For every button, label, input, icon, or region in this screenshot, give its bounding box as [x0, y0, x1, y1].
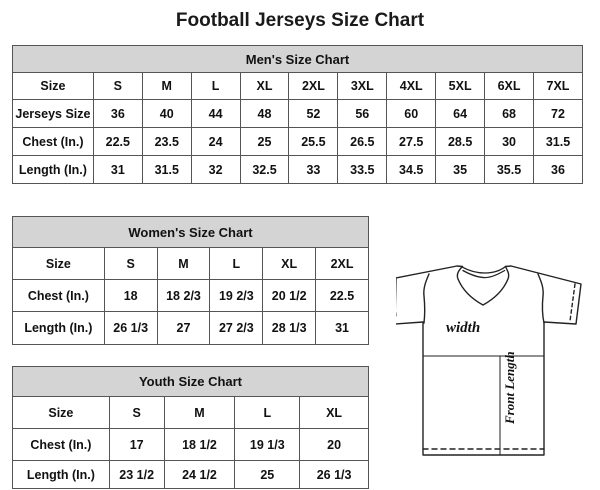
svg-text:width: width — [446, 320, 480, 336]
svg-text:Front Length: Front Length — [502, 351, 517, 425]
